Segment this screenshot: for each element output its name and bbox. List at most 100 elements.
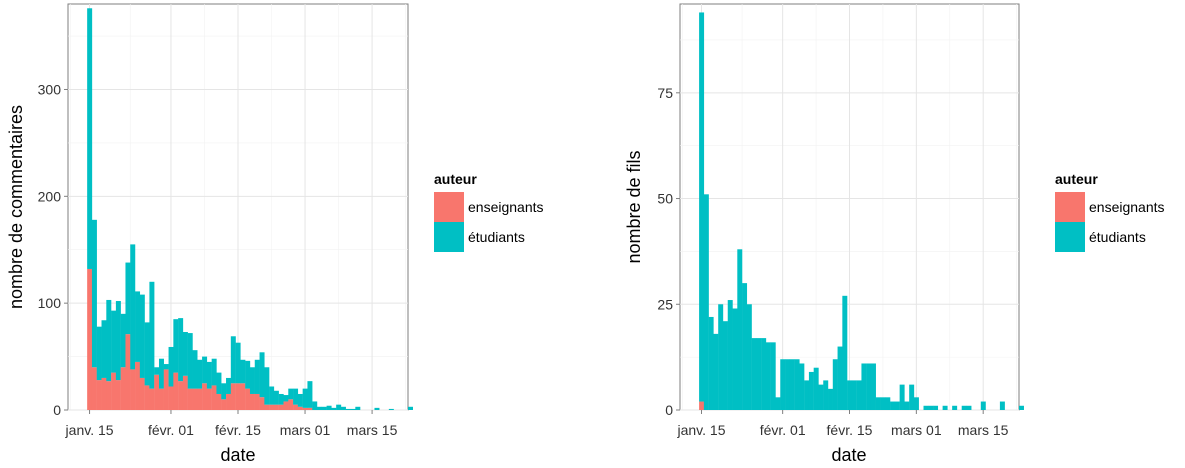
bar-etudiants (355, 406, 361, 410)
bar-enseignants (149, 388, 155, 410)
bar-etudiants (804, 380, 810, 410)
x-tick-label: févr. 01 (148, 422, 194, 438)
y-axis-title-comments: nombre de commentaires (6, 105, 26, 309)
x-ticks-comments: janv. 15 févr. 01 févr. 15 mars 01 mars 15 (65, 410, 398, 438)
bar-enseignants (245, 388, 251, 410)
bar-etudiants (293, 388, 299, 405)
bar-etudiants (732, 308, 738, 410)
legend-key-enseignants-comments (434, 192, 464, 222)
bar-etudiants (832, 359, 838, 410)
bar-enseignants (197, 388, 203, 410)
bar-etudiants (331, 407, 337, 410)
bar-etudiants (708, 316, 714, 410)
bar-etudiants (264, 367, 270, 405)
bar-etudiants (336, 404, 342, 410)
bar-etudiants (894, 401, 900, 410)
bar-enseignants (249, 393, 255, 410)
bar-etudiants (808, 371, 814, 410)
bar-enseignants (206, 388, 212, 410)
bar-enseignants (182, 375, 188, 410)
bar-enseignants (699, 401, 705, 410)
legend-key-enseignants-threads (1055, 192, 1085, 222)
bar-enseignants (240, 383, 246, 410)
x-tick-label: janv. 15 (65, 422, 114, 438)
bar-enseignants (264, 404, 270, 410)
bar-etudiants (115, 301, 121, 381)
bar-etudiants (221, 383, 227, 400)
y-axis-title-threads: nombre de fils (624, 150, 644, 263)
bar-etudiants (761, 338, 767, 410)
bar-enseignants (111, 372, 117, 410)
bar-etudiants (751, 338, 757, 410)
x-tick-label: mars 01 (280, 422, 331, 438)
legend-comments: auteur enseignants étudiants (434, 171, 544, 252)
bar-etudiants (842, 295, 848, 410)
legend-threads: auteur enseignants étudiants (1055, 171, 1165, 252)
legend-key-etudiants-threads (1055, 222, 1085, 252)
bar-etudiants (125, 262, 131, 335)
bar-enseignants (235, 383, 241, 410)
bar-etudiants (780, 359, 786, 410)
bar-etudiants (904, 401, 910, 410)
y-tick-label: 50 (657, 191, 673, 207)
bar-etudiants (952, 405, 958, 410)
bar-etudiants (173, 319, 179, 373)
bar-enseignants (91, 367, 97, 410)
bar-etudiants (837, 346, 843, 410)
bar-etudiants (106, 299, 112, 382)
bar-etudiants (120, 313, 126, 368)
bar-etudiants (818, 384, 824, 410)
bar-etudiants (163, 364, 169, 370)
x-tick-label: janv. 15 (676, 422, 725, 438)
bar-enseignants (144, 385, 150, 410)
bar-etudiants (235, 342, 241, 384)
bar-etudiants (928, 405, 934, 410)
bar-etudiants (269, 386, 275, 405)
bar-etudiants (297, 393, 303, 407)
x-axis-title-threads: date (831, 445, 866, 465)
bar-etudiants (245, 360, 251, 389)
bar-etudiants (91, 219, 97, 368)
bar-enseignants (302, 407, 308, 410)
bar-etudiants (770, 342, 776, 410)
bar-etudiants (187, 333, 193, 389)
bar-enseignants (187, 388, 193, 410)
bar-enseignants (115, 380, 121, 410)
bar-etudiants (211, 358, 217, 386)
bar-etudiants (273, 390, 279, 405)
y-tick-label: 0 (665, 402, 673, 418)
bar-enseignants (254, 393, 260, 410)
bar-etudiants (374, 407, 380, 410)
bar-etudiants (307, 381, 313, 408)
bars-threads (699, 12, 1024, 410)
bar-etudiants (182, 332, 188, 376)
y-ticks-comments: 0 100 200 300 (38, 81, 68, 418)
bar-etudiants (226, 377, 232, 394)
legend-label-enseignants-threads: enseignants (1089, 199, 1165, 215)
bar-etudiants (942, 405, 948, 410)
bar-etudiants (746, 304, 752, 410)
bar-etudiants (785, 359, 791, 410)
legend-label-etudiants-threads: étudiants (1089, 229, 1146, 245)
bar-etudiants (101, 320, 107, 378)
bar-enseignants (273, 404, 279, 410)
bar-etudiants (847, 380, 853, 410)
bar-etudiants (966, 405, 972, 410)
legend-title-threads: auteur (1055, 171, 1098, 187)
bar-etudiants (202, 356, 208, 384)
bar-enseignants (192, 388, 198, 410)
bar-etudiants (197, 359, 203, 389)
chart-comments: 0 100 200 300 janv. 15 févr. 01 févr. 15 mars … (6, 3, 544, 465)
x-ticks-threads: janv. 15 févr. 01 févr. 15 mars 01 mars 15 (676, 410, 1009, 438)
bar-etudiants (875, 397, 881, 410)
bar-enseignants (158, 388, 164, 410)
bar-etudiants (856, 380, 862, 410)
bar-enseignants (130, 369, 136, 410)
y-tick-label: 100 (38, 295, 62, 311)
y-tick-label: 200 (38, 188, 62, 204)
bar-etudiants (756, 338, 762, 410)
bar-enseignants (96, 380, 102, 410)
bar-etudiants (345, 408, 351, 410)
x-tick-label: févr. 15 (827, 422, 873, 438)
